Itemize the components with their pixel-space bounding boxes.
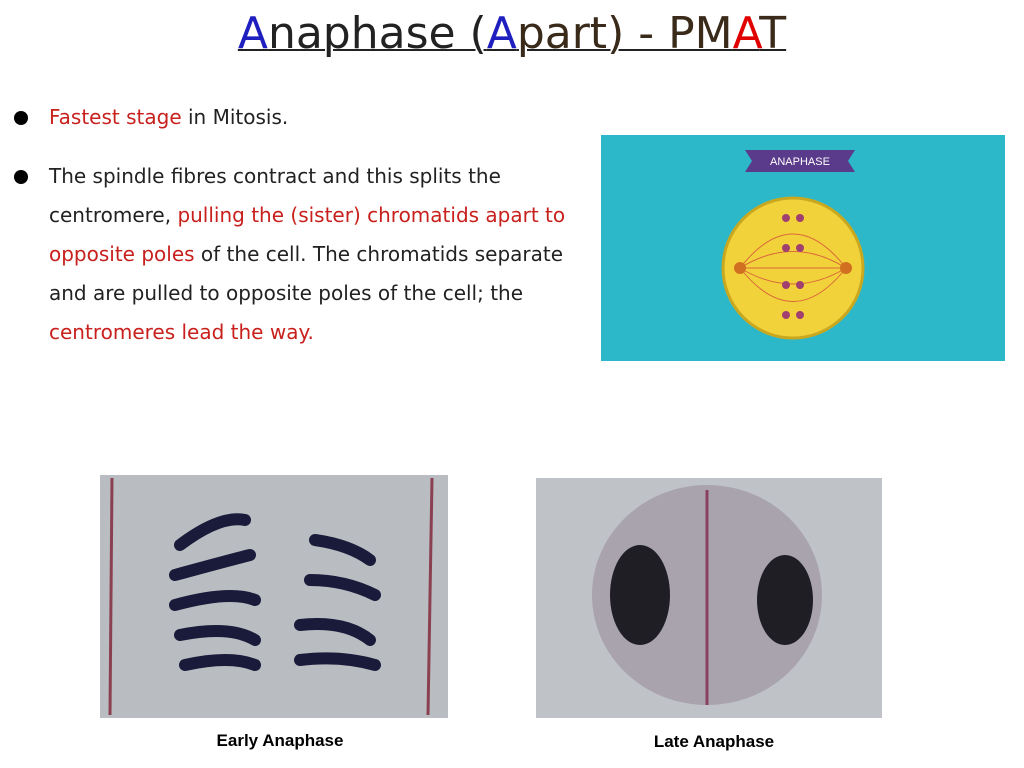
title-underline: Anaphase (Apart) - PMAT: [238, 8, 786, 59]
highlight: centromeres lead the way.: [49, 320, 314, 344]
title-part: A: [486, 8, 517, 59]
highlight: pulling the (sister) chromatids apart to…: [49, 203, 566, 266]
bullet-dot: [14, 170, 28, 184]
caption: Late Anaphase: [654, 732, 774, 751]
bullet-text: The spindle fibres contract and this spl…: [49, 157, 604, 352]
text: The spindle fibres contract and this spl…: [49, 164, 501, 227]
text: in Mitosis.: [181, 105, 289, 129]
text: of the cell. The chromatids separate and…: [49, 242, 564, 305]
title-part: A: [732, 8, 760, 59]
bullet: Fastest stage in Mitosis.: [14, 98, 574, 137]
title-part: part) - PM: [516, 8, 733, 59]
diagram: ANAPHASE: [601, 135, 1005, 361]
micrograph-late: [536, 478, 882, 718]
caption: Early Anaphase: [217, 731, 344, 750]
bullet-dot: [14, 111, 28, 125]
title-part: T: [759, 8, 787, 59]
highlight: Fastest stage: [49, 105, 182, 129]
diagram-label: ANAPHASE: [770, 156, 830, 168]
bullet-text: Fastest stage in Mitosis.: [49, 98, 574, 137]
title-part: A: [237, 8, 268, 59]
title: Anaphase (Apart) - PMAT: [0, 8, 1024, 59]
title-part: naphase (: [267, 8, 487, 59]
micrograph-early: [100, 475, 448, 718]
bullet: The spindle fibres contract and this spl…: [14, 157, 604, 352]
